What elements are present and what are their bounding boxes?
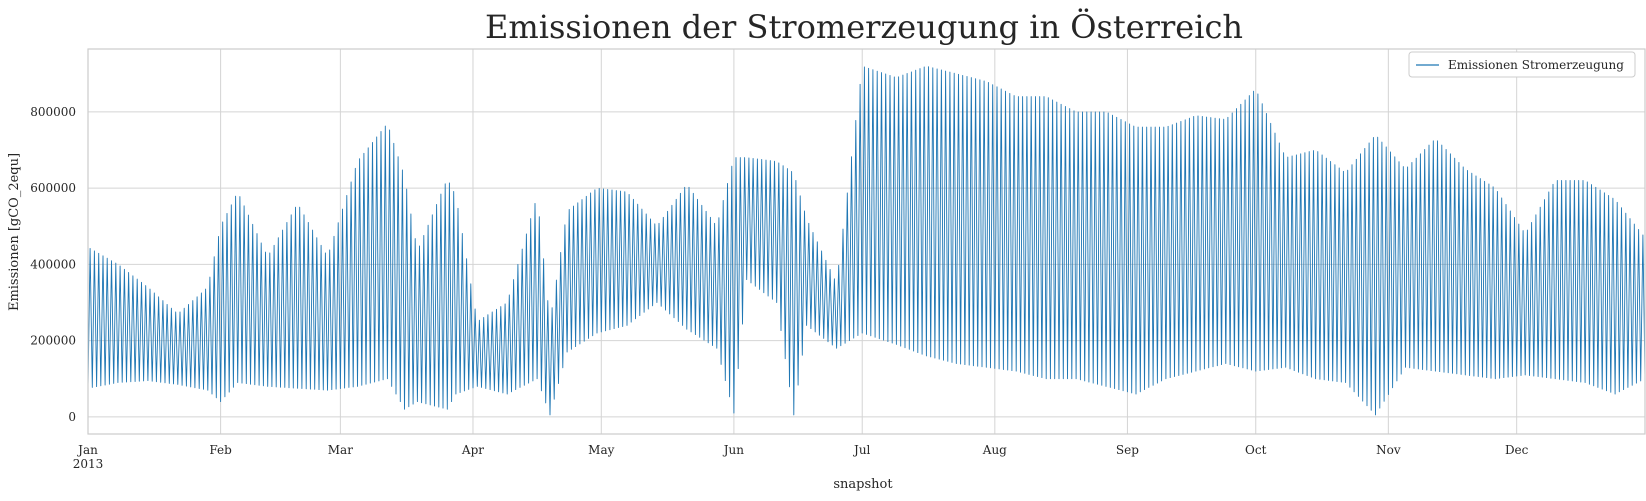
chart-title: Emissionen der Stromerzeugung in Österre… xyxy=(485,8,1243,46)
legend-box xyxy=(1408,51,1636,78)
legend-label-emissionen-stromerzeugung: Emissionen Stromerzeugung xyxy=(1448,58,1624,72)
x-tick-label: Jan xyxy=(76,443,98,457)
y-tick-label: 200000 xyxy=(30,334,76,348)
y-tick-label: 0 xyxy=(68,410,76,424)
x-axis: Jan Feb Mar Apr May Jun Jul Aug Sep Oct Nov Dec 2013 xyxy=(73,443,1529,471)
x-tick-label: Nov xyxy=(1376,443,1401,457)
x-tick-label: Aug xyxy=(982,443,1007,457)
x-tick-label: Dec xyxy=(1505,443,1529,457)
x-tick-year-label: 2013 xyxy=(73,457,104,471)
x-tick-label: Feb xyxy=(209,443,232,457)
x-tick-label: Sep xyxy=(1116,443,1139,457)
x-tick-label: Jun xyxy=(722,443,745,457)
y-axis-label: Emissionen [gCO_2equ] xyxy=(7,153,22,311)
series-group xyxy=(87,66,1646,416)
series-line-emissionen-stromerzeugung xyxy=(87,66,1646,416)
legend: Emissionen Stromerzeugung xyxy=(1408,51,1636,78)
x-tick-label: Mar xyxy=(328,443,353,457)
x-tick-label: Oct xyxy=(1245,443,1267,457)
y-tick-label: 600000 xyxy=(30,181,76,195)
x-tick-label: May xyxy=(588,443,614,457)
x-tick-label: Jul xyxy=(852,443,871,457)
x-axis-label: snapshot xyxy=(833,477,893,492)
y-tick-label: 800000 xyxy=(30,105,76,119)
plot-frame xyxy=(87,48,1646,435)
x-tick-label: Apr xyxy=(461,443,484,457)
y-axis: 0 200000 400000 600000 800000 xyxy=(30,105,76,424)
y-tick-label: 400000 xyxy=(30,257,76,271)
